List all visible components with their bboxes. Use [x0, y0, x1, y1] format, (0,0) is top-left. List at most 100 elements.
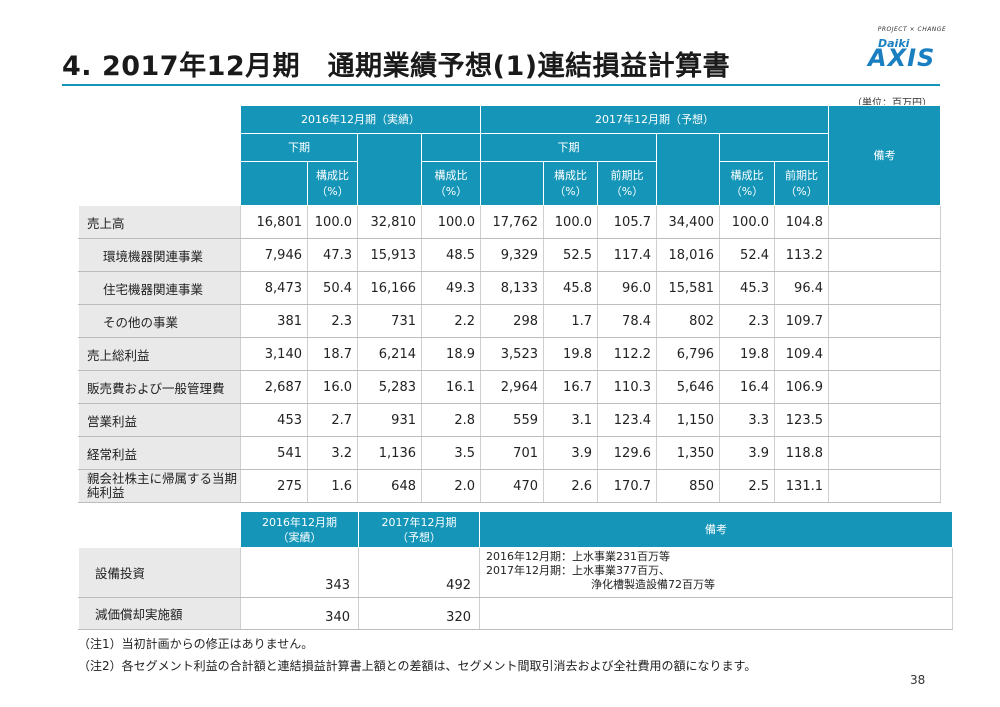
remarks-cell [828, 238, 941, 272]
row-label: 販売費および一般管理費 [78, 370, 241, 404]
cell-value: 131.1 [774, 469, 829, 503]
cell-value: 3.1 [543, 403, 598, 437]
cell-value: 100.0 [307, 205, 358, 239]
cell-value: 3.9 [719, 436, 775, 470]
unit-label: （単位：百万円） [852, 98, 932, 109]
remarks-cell: 2016年12月期：上水事業231百万等 2017年12月期：上水事業377百万… [479, 547, 953, 598]
row-label: 親会社株主に帰属する当期純利益 [78, 469, 241, 503]
cell-value: 492 [358, 547, 480, 598]
row-label: 営業利益 [78, 403, 241, 437]
cell-value: 50.4 [307, 271, 358, 305]
table-row: 経常利益 541 3.2 1,136 3.5 701 3.9 129.6 1,350 3.9 118… [78, 436, 941, 470]
cell-value: 18.7 [307, 337, 358, 371]
capex-table: 2016年12月期 （実績） 2017年12月期 （予想） 備考 設備投資 34… [78, 511, 953, 630]
cell-value: 541 [240, 436, 308, 470]
row-label: 売上高 [78, 205, 241, 239]
header-h2-amount [480, 161, 544, 206]
cell-value: 16,801 [240, 205, 308, 239]
cell-value: 2.3 [307, 304, 358, 338]
remarks-cell [828, 436, 941, 470]
note-2: （注2）各セグメント利益の合計額と連結損益計算書上額との差額は、セグメント間取引… [78, 659, 757, 673]
cell-value: 3.3 [719, 403, 775, 437]
remarks-cell [479, 597, 953, 630]
cell-value: 52.5 [543, 238, 598, 272]
remark-line: 2017年12月期：上水事業377百万、 [486, 564, 670, 577]
header-2017-second-half: 下期 [480, 133, 657, 162]
table-row: 売上総利益 3,140 18.7 6,214 18.9 3,523 19.8 112.2 6,7… [78, 337, 941, 371]
cell-value: 47.3 [307, 238, 358, 272]
remarks-cell [828, 370, 941, 404]
table-row: 環境機器関連事業 7,946 47.3 15,913 48.5 9,329 52.5 117.… [78, 238, 941, 272]
table-row: 売上高 16,801 100.0 32,810 100.0 17,762 100.0 105.… [78, 205, 941, 239]
remarks-cell [828, 271, 941, 305]
table-row: その他の事業 381 2.3 731 2.2 298 1.7 78.4 802 2.3 109.7 [78, 304, 941, 338]
cell-value: 118.8 [774, 436, 829, 470]
pl-table: 2016年12月期（実績） 2017年12月期（予想） 備考 下期 下期 構成比… [78, 105, 941, 503]
remark-line: 2016年12月期：上水事業231百万等 [486, 550, 670, 563]
cell-value: 34,400 [656, 205, 720, 239]
cell-value: 3,140 [240, 337, 308, 371]
cell-value: 453 [240, 403, 308, 437]
header-2016-second-half: 下期 [240, 133, 358, 162]
cell-value: 1,136 [357, 436, 422, 470]
header-2016-full-b [421, 133, 481, 162]
cell-value: 2.5 [719, 469, 775, 503]
table-row: 営業利益 453 2.7 931 2.8 559 3.1 123.4 1,150 3.3 123.5 [78, 403, 941, 437]
cell-value: 52.4 [719, 238, 775, 272]
cell-value: 731 [357, 304, 422, 338]
cell-value: 17,762 [480, 205, 544, 239]
cell-value: 2.0 [421, 469, 481, 503]
row-label: 環境機器関連事業 [78, 238, 241, 272]
cell-value: 18.9 [421, 337, 481, 371]
remarks-cell [828, 304, 941, 338]
header-h1-amount [240, 161, 308, 206]
cell-value: 100.0 [543, 205, 598, 239]
remarks-cell [828, 469, 941, 503]
header-comp-4: 構成比 （%） [719, 161, 775, 206]
cell-value: 3.5 [421, 436, 481, 470]
cell-value: 850 [656, 469, 720, 503]
page-number: 38 [910, 673, 926, 687]
cell-value: 112.2 [597, 337, 657, 371]
logo-tagline: PROJECT × CHANGE [877, 26, 947, 33]
remarks-cell [828, 205, 941, 239]
remarks-cell [828, 337, 941, 371]
header-blank [78, 105, 241, 206]
cell-value: 48.5 [421, 238, 481, 272]
cell-value: 8,133 [480, 271, 544, 305]
cell-value: 3.9 [543, 436, 598, 470]
cell-value: 2.7 [307, 403, 358, 437]
row-label: 経常利益 [78, 436, 241, 470]
cell-value: 6,214 [357, 337, 422, 371]
cell-value: 1,350 [656, 436, 720, 470]
capex-header-remarks: 備考 [479, 511, 953, 548]
cell-value: 100.0 [719, 205, 775, 239]
cell-value: 1.7 [543, 304, 598, 338]
cell-value: 129.6 [597, 436, 657, 470]
cell-value: 117.4 [597, 238, 657, 272]
cell-value: 3,523 [480, 337, 544, 371]
table-row: 設備投資 343 492 2016年12月期：上水事業231百万等 2017年1… [78, 547, 953, 598]
cell-value: 18,016 [656, 238, 720, 272]
row-label: その他の事業 [78, 304, 241, 338]
cell-value: 2.2 [421, 304, 481, 338]
cell-value: 96.4 [774, 271, 829, 305]
cell-value: 109.4 [774, 337, 829, 371]
cell-value: 96.0 [597, 271, 657, 305]
cell-value: 19.8 [543, 337, 598, 371]
cell-value: 470 [480, 469, 544, 503]
cell-value: 1.6 [307, 469, 358, 503]
cell-value: 559 [480, 403, 544, 437]
cell-value: 109.7 [774, 304, 829, 338]
cell-value: 123.5 [774, 403, 829, 437]
cell-value: 320 [358, 597, 480, 630]
cell-value: 15,581 [656, 271, 720, 305]
remarks-cell [828, 403, 941, 437]
cell-value: 298 [480, 304, 544, 338]
row-label: 住宅機器関連事業 [78, 271, 241, 305]
cell-value: 2.3 [719, 304, 775, 338]
cell-value: 3.2 [307, 436, 358, 470]
cell-value: 340 [240, 597, 359, 630]
cell-value: 931 [357, 403, 422, 437]
cell-value: 123.4 [597, 403, 657, 437]
